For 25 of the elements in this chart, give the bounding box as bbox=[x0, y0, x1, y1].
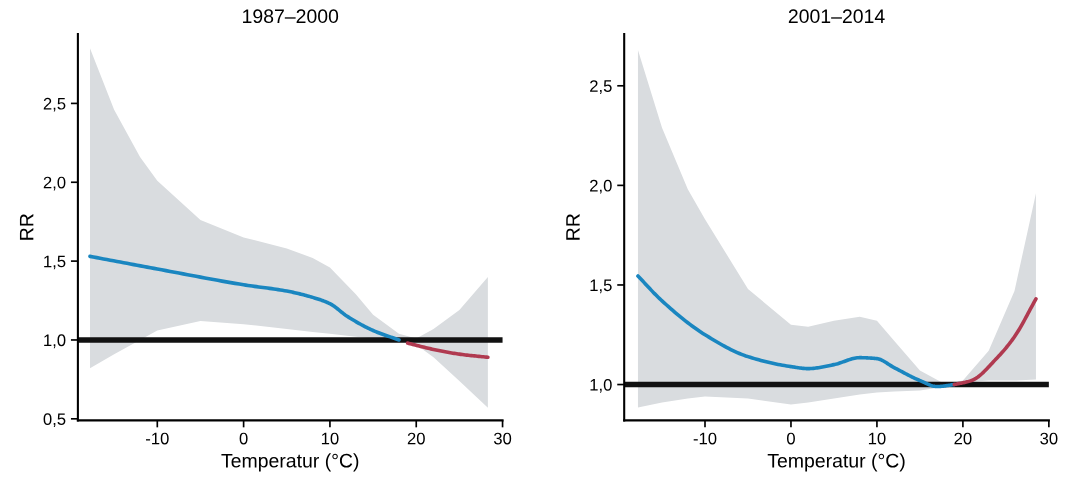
x-tick-label: 0 bbox=[239, 432, 248, 445]
y-tick-label: 2,0 bbox=[590, 179, 612, 194]
y-tick-label: 1,5 bbox=[590, 279, 612, 294]
y-tick-label: 1,5 bbox=[44, 255, 66, 270]
x-tick-label: 10 bbox=[868, 432, 886, 445]
x-tick-label: 20 bbox=[407, 432, 425, 445]
y-tick-label: 1,0 bbox=[44, 334, 66, 349]
x-tick-label: 10 bbox=[321, 432, 339, 445]
x-axis-title: Temperatur (°C) bbox=[767, 453, 905, 472]
y-tick-label: 1,0 bbox=[590, 378, 612, 393]
x-axis-title: Temperatur (°C) bbox=[221, 453, 359, 472]
x-tick-label: -10 bbox=[693, 432, 717, 445]
y-tick-label: 2,0 bbox=[43, 176, 66, 191]
x-tick-label: 0 bbox=[786, 432, 795, 445]
x-tick-label: 20 bbox=[954, 432, 972, 445]
y-axis-title: RR bbox=[19, 214, 34, 240]
x-tick-label: 30 bbox=[493, 432, 512, 445]
y-tick-label: 2,5 bbox=[43, 97, 66, 112]
y-tick-label: 2,5 bbox=[590, 80, 612, 94]
y-tick-label: 0,5 bbox=[43, 413, 66, 427]
y-axis-title: RR bbox=[566, 214, 580, 240]
chart-title: 1987–2000 bbox=[243, 9, 339, 24]
x-tick-label: 30 bbox=[1040, 432, 1058, 445]
x-tick-label: -10 bbox=[146, 432, 169, 445]
chart-title: 2001–2014 bbox=[788, 9, 885, 24]
